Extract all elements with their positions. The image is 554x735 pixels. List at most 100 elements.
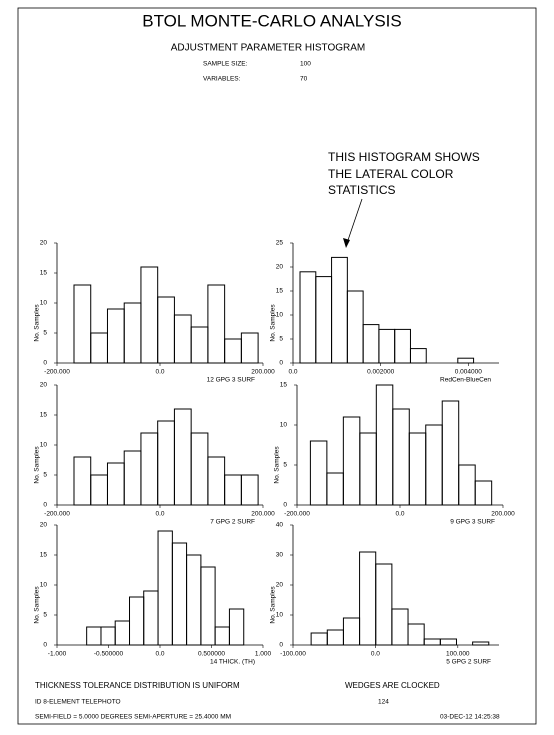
y-tick-label: 15 [276, 288, 284, 295]
y-tick-label: 0 [283, 502, 287, 509]
y-tick-label: 25 [276, 240, 284, 247]
bar [240, 332, 259, 364]
x-axis-label: 12 GPG 3 SURF [207, 377, 255, 384]
x-axis-label: RedCen-BlueCen [440, 377, 491, 384]
y-axis-label: No. Samples [270, 586, 277, 624]
y-tick-label: 20 [40, 382, 48, 389]
y-tick-label: 10 [276, 612, 284, 619]
bar [439, 638, 457, 646]
bar [90, 474, 108, 506]
page-title: BTOL MONTE-CARLO ANALYSIS [142, 11, 401, 30]
footer-text: 03-DEC-12 14:25:38 [440, 714, 500, 721]
bar [310, 632, 328, 646]
x-tick-label: 200.000 [491, 511, 515, 518]
bar [375, 384, 394, 506]
y-tick-label: 10 [40, 582, 48, 589]
y-tick-label: 0 [43, 642, 47, 649]
bar [331, 256, 348, 364]
y-tick-label: 10 [280, 422, 288, 429]
y-axis-label: No. Samples [34, 586, 41, 624]
bar [299, 271, 317, 364]
bar [100, 626, 116, 646]
x-tick-label: 1.000 [255, 651, 272, 658]
x-axis-label: 7 GPG 2 SURF [210, 519, 255, 526]
subtitle: ADJUSTMENT PARAMETER HISTOGRAM [171, 43, 365, 54]
footer-text: SEMI-FIELD = 5.0000 DEGREES SEMI-APERTUR… [35, 714, 231, 721]
bar [394, 328, 411, 364]
x-tick-label: 100.000 [446, 651, 470, 658]
y-tick-label: 5 [279, 336, 283, 343]
bar [326, 629, 344, 646]
bar [157, 296, 175, 364]
page-border [17, 7, 537, 725]
bar [474, 480, 493, 506]
bar [407, 623, 425, 646]
y-axis-label: No. Samples [274, 446, 281, 484]
y-axis-label: No. Samples [34, 304, 41, 342]
bar [114, 620, 131, 646]
y-tick-label: 0 [279, 360, 283, 367]
y-tick-label: 20 [40, 522, 48, 529]
x-axis-label: 9 GPG 3 SURF [450, 519, 495, 526]
x-tick-label: -1.000 [48, 651, 67, 658]
x-tick-label: 0.0 [155, 511, 164, 518]
bar [342, 617, 361, 646]
bar [224, 338, 242, 364]
variables-label: VARIABLES: [203, 76, 241, 83]
bar [346, 290, 364, 364]
x-tick-label: -200.000 [284, 511, 310, 518]
variables: 70 [300, 76, 308, 83]
bar [375, 563, 393, 646]
bar [207, 284, 226, 364]
bar [425, 424, 443, 506]
bar [359, 551, 377, 646]
bar [106, 462, 125, 506]
bar [129, 596, 145, 646]
bar [359, 432, 377, 506]
y-tick-label: 5 [43, 472, 47, 479]
footer-text: ID 8-ELEMENT TELEPHOTO [35, 699, 121, 706]
bar [309, 440, 328, 506]
arrow [343, 198, 363, 248]
bar [86, 626, 102, 646]
bar [472, 641, 490, 646]
bar [391, 608, 409, 646]
y-tick-label: 15 [40, 270, 48, 277]
sample-size: 100 [300, 61, 311, 68]
annotation: STATISTICS [328, 183, 396, 197]
x-tick-label: -200.000 [44, 511, 70, 518]
y-axis-label: No. Samples [270, 304, 277, 342]
bar [90, 332, 108, 364]
y-tick-label: 5 [283, 462, 287, 469]
bar [186, 554, 202, 646]
bar [140, 266, 159, 364]
x-tick-label: 0.004000 [455, 369, 482, 376]
bar [190, 432, 209, 506]
bar [73, 284, 92, 364]
bar [342, 416, 361, 506]
y-tick-label: 10 [40, 300, 48, 307]
footer-text: 124 [378, 699, 389, 706]
bar [173, 314, 192, 364]
footer-text: THICKNESS TOLERANCE DISTRIBUTION IS UNIF… [35, 681, 240, 690]
y-tick-label: 0 [43, 502, 47, 509]
y-tick-label: 15 [40, 552, 48, 559]
bar [408, 432, 427, 506]
x-axis-label: 14 THICK. (TH) [210, 659, 255, 666]
bar [207, 456, 226, 506]
bar [157, 530, 173, 646]
bar [392, 408, 410, 506]
bar [143, 590, 159, 646]
bar [378, 328, 396, 364]
histogram: 0 5 10 15 20 -1.000 -0.500000 0.0 0.500000 1.0001… [34, 522, 272, 666]
bar [315, 276, 333, 364]
bar [326, 472, 344, 506]
bar [171, 542, 188, 646]
annotation: THE LATERAL COLOR [328, 167, 454, 181]
y-tick-label: 20 [276, 264, 284, 271]
y-tick-label: 5 [43, 330, 47, 337]
y-tick-label: 40 [276, 522, 284, 529]
bar [123, 302, 142, 364]
bar [214, 626, 230, 646]
